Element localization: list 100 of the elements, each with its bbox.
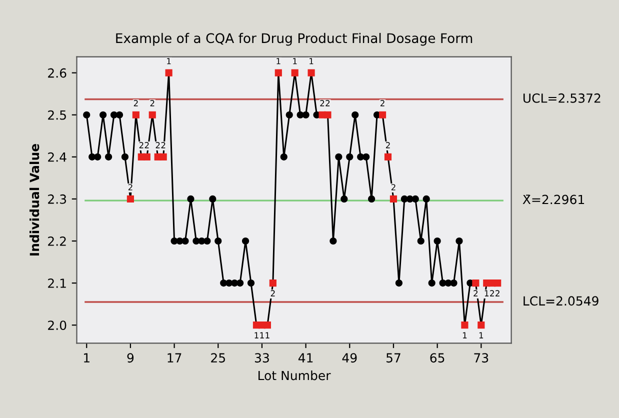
point	[346, 153, 354, 160]
point	[247, 280, 255, 287]
point	[126, 195, 134, 203]
y-tick-label: 2.0	[48, 320, 66, 330]
annotation: 2	[270, 290, 275, 296]
point	[412, 195, 419, 203]
point	[368, 195, 376, 203]
annotation: 2	[490, 290, 494, 296]
point	[335, 153, 342, 160]
annotation: 1	[260, 332, 264, 338]
point	[390, 195, 398, 203]
annotation: 2	[156, 142, 160, 148]
annotation: 1	[462, 332, 467, 338]
point	[456, 237, 463, 245]
point	[461, 322, 468, 329]
y-tick-label: 2.1	[48, 278, 66, 288]
y-tick-label: 2.4	[48, 152, 66, 162]
point	[160, 153, 167, 160]
x-tick-label: 65	[430, 353, 444, 363]
point	[395, 280, 402, 287]
annotation: 2	[496, 290, 500, 296]
point	[121, 153, 129, 160]
point	[291, 69, 298, 76]
x-tick-label: 33	[254, 353, 269, 363]
annotation: 2	[128, 184, 132, 190]
point	[494, 280, 502, 287]
annotation: 2	[134, 100, 138, 106]
annotation: 2	[150, 100, 154, 106]
point	[100, 111, 107, 118]
x-tick-label: 49	[342, 353, 357, 363]
x-tick-label: 9	[127, 353, 134, 363]
point	[362, 153, 370, 160]
annotation: 1	[266, 332, 270, 338]
point	[417, 237, 424, 245]
y-tick-label: 2.3	[48, 194, 66, 204]
point	[209, 195, 216, 203]
point	[83, 111, 90, 118]
point	[182, 237, 189, 245]
annotation: 2	[391, 184, 396, 190]
annotation: 1	[167, 58, 171, 64]
point	[302, 111, 310, 118]
point	[472, 280, 480, 287]
annotation: 2	[161, 142, 166, 148]
point	[308, 69, 315, 76]
chart-title: Example of a CQA for Drug Product Final Dosage Form	[116, 32, 472, 46]
point	[274, 69, 282, 76]
annotation: 2	[320, 100, 324, 106]
point	[428, 280, 436, 287]
y-tick-label: 2.2	[48, 236, 66, 246]
point	[236, 280, 244, 287]
ref-line-label: X̄=2.2961	[522, 194, 584, 204]
y-axis-title: Individual Value	[30, 144, 40, 256]
x-tick-label: 57	[386, 353, 400, 363]
point	[165, 69, 172, 76]
x-tick-label: 1	[84, 353, 90, 362]
ref-line-label: UCL=2.5372	[523, 93, 600, 103]
point	[450, 280, 458, 287]
y-tick-label: 2.6	[48, 68, 66, 78]
ref-line-label: LCL=2.0549	[524, 296, 598, 306]
annotation: 1	[293, 58, 297, 64]
x-axis-title: Lot Number	[258, 370, 331, 380]
point	[148, 111, 156, 118]
point	[330, 237, 337, 245]
point	[204, 237, 211, 245]
x-tick-label: 25	[211, 353, 225, 363]
annotation: 2	[144, 142, 149, 148]
annotation: 1	[276, 58, 280, 64]
point	[104, 153, 112, 160]
annotation: 2	[326, 100, 330, 106]
point	[269, 280, 276, 287]
point	[132, 111, 140, 118]
annotation: 1	[254, 332, 258, 338]
point	[264, 322, 271, 329]
point	[378, 111, 386, 118]
annotation: 1	[310, 58, 314, 64]
annotation: 2	[386, 142, 390, 148]
point	[434, 237, 441, 245]
x-tick-label: 73	[474, 353, 488, 363]
y-tick-label: 2.5	[48, 110, 66, 120]
point	[286, 111, 293, 118]
point	[340, 195, 348, 203]
point	[94, 153, 102, 160]
point	[214, 237, 222, 245]
x-tick-label: 41	[298, 353, 313, 362]
x-tick-label: 17	[168, 353, 182, 362]
point	[478, 322, 485, 329]
point	[143, 153, 150, 160]
point	[280, 153, 288, 160]
annotation: 2	[139, 142, 144, 148]
point	[384, 153, 392, 160]
point	[187, 195, 194, 203]
point	[242, 237, 250, 245]
point	[324, 111, 332, 118]
point	[116, 111, 124, 118]
annotation: 1	[479, 332, 484, 338]
point	[352, 111, 359, 118]
annotation: 1	[484, 290, 489, 296]
annotation: 2	[474, 290, 478, 296]
annotation: 2	[380, 100, 384, 106]
point	[422, 195, 430, 203]
